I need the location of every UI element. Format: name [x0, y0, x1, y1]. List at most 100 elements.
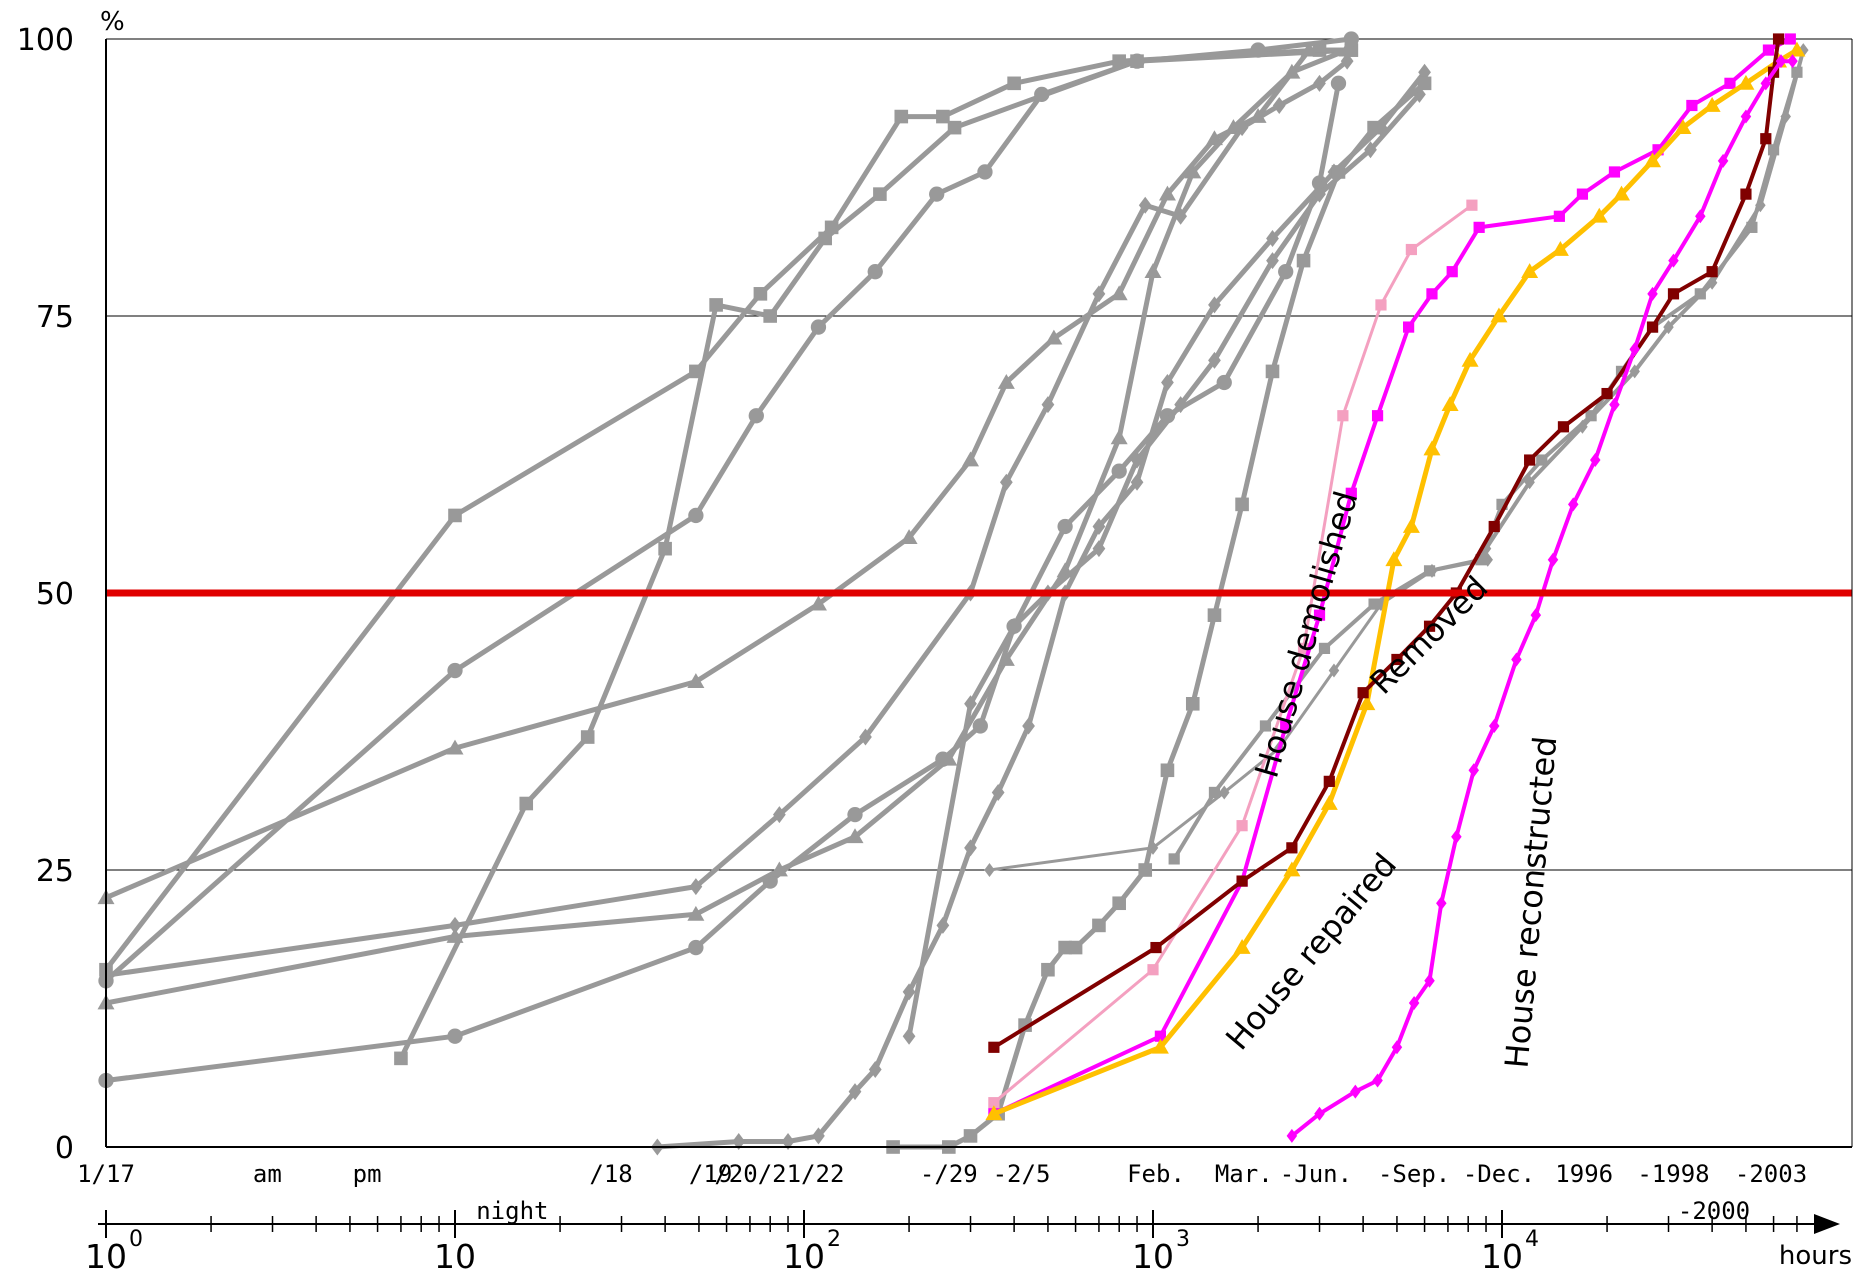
- data-point: [1358, 695, 1376, 711]
- data-point: [1371, 410, 1384, 422]
- data-point: [1674, 119, 1692, 135]
- data-point: [812, 1127, 825, 1145]
- data-point: [687, 673, 705, 689]
- data-point: [962, 451, 980, 467]
- data-point: [448, 916, 462, 934]
- data-point: [1092, 918, 1106, 933]
- data-point: [1218, 785, 1230, 800]
- series-line-12: [1484, 48, 1806, 551]
- data-point: [1524, 475, 1535, 490]
- data-point: [658, 541, 672, 556]
- data-point: [1706, 266, 1718, 278]
- data-point: [1402, 518, 1420, 533]
- data-point: [1536, 454, 1548, 466]
- x-tick-exponent: 4: [1525, 1227, 1539, 1252]
- data-point: [1423, 440, 1441, 456]
- data-point: [988, 1041, 1000, 1053]
- data-point: [1551, 241, 1569, 256]
- time-label: -1998: [1637, 1160, 1709, 1188]
- data-point: [1313, 74, 1326, 92]
- data-point: [1762, 44, 1775, 56]
- data-point: [446, 739, 464, 755]
- data-point: [1174, 396, 1188, 414]
- data-point: [963, 1129, 978, 1143]
- data-point: [1740, 109, 1752, 124]
- data-point: [1236, 875, 1248, 887]
- data-point: [1511, 652, 1522, 667]
- data-point: [1577, 419, 1588, 434]
- data-point: [447, 662, 463, 679]
- data-point: [1340, 52, 1354, 70]
- data-point: [1208, 786, 1221, 799]
- data-point: [1436, 896, 1447, 911]
- time-label: /20/21/22: [714, 1160, 844, 1188]
- x-tick-label: 10: [1481, 1237, 1523, 1273]
- data-point: [936, 916, 950, 934]
- data-point: [1345, 487, 1357, 499]
- time-label: /19: [689, 1160, 732, 1188]
- data-point: [1330, 75, 1347, 91]
- data-point: [1110, 285, 1128, 301]
- time-label: -/29: [920, 1160, 978, 1188]
- data-point: [1185, 697, 1200, 711]
- data-point: [940, 750, 958, 766]
- data-point: [1111, 463, 1127, 479]
- y-unit-label: %: [100, 7, 125, 37]
- data-point: [1391, 653, 1403, 666]
- data-point: [1488, 520, 1500, 533]
- data-point: [1266, 252, 1279, 270]
- data-point: [1646, 321, 1659, 333]
- data-point: [1138, 196, 1152, 214]
- data-point: [985, 1105, 1003, 1121]
- data-point: [1547, 552, 1559, 567]
- time-label: -Dec.: [1463, 1160, 1535, 1188]
- data-point: [1424, 973, 1435, 988]
- data-point: [1775, 54, 1787, 69]
- data-point: [1296, 253, 1311, 268]
- data-point: [1286, 842, 1298, 854]
- data-point: [1233, 939, 1251, 954]
- data-point: [1151, 1038, 1169, 1054]
- data-point: [1488, 718, 1500, 733]
- data-point: [1154, 1030, 1166, 1042]
- data-point: [1235, 497, 1249, 512]
- data-point: [1461, 351, 1479, 367]
- annotation-1: Removed: [1362, 569, 1495, 702]
- data-point: [1297, 642, 1310, 654]
- data-point: [1576, 188, 1589, 200]
- data-point: [1784, 33, 1796, 45]
- data-point: [1403, 321, 1415, 333]
- data-point: [1323, 775, 1335, 787]
- y-tick-label-50: 50: [36, 577, 74, 612]
- data-point: [1357, 687, 1369, 699]
- data-point: [1446, 266, 1458, 278]
- data-point: [394, 1051, 408, 1066]
- time-label: -2000: [1678, 1197, 1750, 1225]
- data-point: [964, 839, 977, 857]
- data-point: [1767, 144, 1780, 156]
- series-layer: [97, 31, 1809, 1156]
- data-point: [1755, 198, 1766, 213]
- data-point: [1112, 896, 1126, 911]
- x-unit-label: hours: [1779, 1241, 1852, 1271]
- time-label: 1/17: [77, 1160, 135, 1188]
- data-point: [1417, 76, 1432, 91]
- x-tick-exponent: 2: [827, 1227, 841, 1252]
- data-point: [846, 828, 864, 844]
- data-point: [847, 806, 863, 823]
- data-point: [447, 1028, 463, 1044]
- time-label: pm: [353, 1160, 382, 1188]
- data-point: [1286, 1128, 1298, 1143]
- data-point: [859, 728, 872, 746]
- data-point: [1609, 397, 1620, 412]
- data-point: [1208, 351, 1221, 369]
- data-point: [1490, 307, 1508, 323]
- data-point: [1418, 63, 1431, 81]
- data-point: [1130, 473, 1144, 491]
- data-point: [1788, 41, 1806, 57]
- data-point: [1034, 86, 1050, 103]
- data-point: [1375, 299, 1387, 311]
- series-line-9: [890, 80, 1428, 1150]
- series-line-0: [103, 47, 1354, 973]
